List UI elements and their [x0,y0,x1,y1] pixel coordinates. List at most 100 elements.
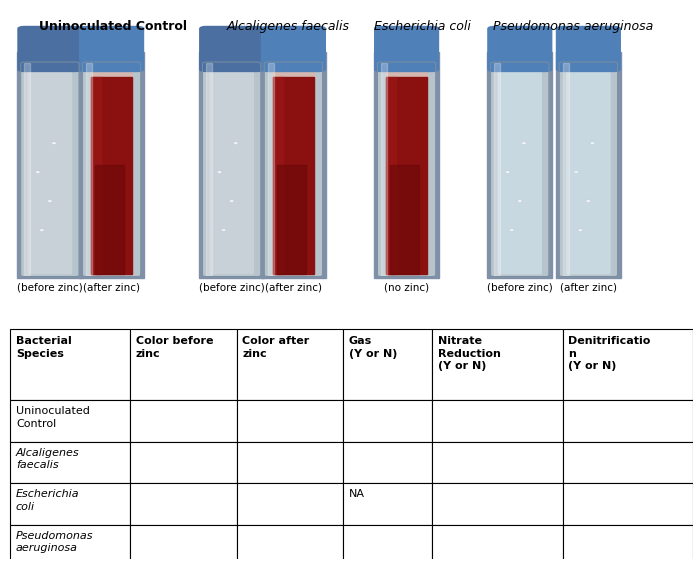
Ellipse shape [52,142,56,145]
Text: Pseudomonas
aeruginosa: Pseudomonas aeruginosa [16,531,93,553]
FancyBboxPatch shape [498,63,542,275]
Ellipse shape [230,199,234,203]
Bar [343,525,433,565]
FancyBboxPatch shape [377,62,435,276]
Ellipse shape [505,171,510,173]
FancyBboxPatch shape [79,26,144,72]
Text: (after zinc): (after zinc) [265,282,322,293]
Bar [556,52,621,278]
Bar [237,401,343,442]
Bar [386,76,396,273]
Bar [92,76,102,273]
Text: Gas
(Y or N): Gas (Y or N) [349,336,397,359]
Bar [199,52,265,278]
Bar [273,76,284,273]
Bar [563,63,569,275]
Text: Color after
zinc: Color after zinc [242,336,309,359]
Bar [563,401,693,442]
Bar [343,442,433,484]
Bar [433,442,563,484]
Text: Escherichia coli: Escherichia coli [374,20,470,33]
Ellipse shape [48,199,52,203]
Text: (after zinc): (after zinc) [560,282,617,293]
FancyBboxPatch shape [559,62,617,276]
Bar [95,165,124,273]
Ellipse shape [233,142,238,145]
Text: Bacterial
Species: Bacterial Species [16,336,71,359]
Bar [433,525,563,565]
FancyBboxPatch shape [209,63,254,275]
FancyBboxPatch shape [374,26,439,72]
Ellipse shape [578,229,582,232]
FancyBboxPatch shape [487,26,552,72]
Bar [130,525,237,565]
Ellipse shape [590,142,595,145]
Bar [273,69,314,81]
Bar [343,484,433,525]
Bar [343,401,433,442]
Bar [10,525,130,565]
FancyBboxPatch shape [566,63,610,275]
FancyBboxPatch shape [27,63,72,275]
FancyBboxPatch shape [18,26,83,72]
Text: (no zinc): (no zinc) [384,282,429,293]
Text: (after zinc): (after zinc) [83,282,140,293]
Bar [273,76,314,273]
Bar [386,69,427,81]
Bar [24,63,30,275]
Bar [267,63,274,275]
Bar [343,329,433,401]
Bar [433,484,563,525]
Bar [261,52,326,278]
Ellipse shape [517,199,522,203]
Bar [433,329,563,401]
Bar [494,63,500,275]
Bar [237,525,343,565]
Bar [92,76,132,273]
Bar [10,442,130,484]
Bar [130,401,237,442]
Bar [433,401,563,442]
Bar [563,329,693,401]
Text: Uninoculated
Control: Uninoculated Control [16,406,90,429]
Text: Uninoculated Control: Uninoculated Control [39,20,188,33]
Bar [10,401,130,442]
Text: Alcaligenes
faecalis: Alcaligenes faecalis [16,448,80,470]
Text: Alcaligenes faecalis: Alcaligenes faecalis [227,20,350,33]
Bar [86,63,92,275]
FancyBboxPatch shape [83,62,141,276]
Ellipse shape [217,171,222,173]
Bar [237,442,343,484]
Text: Escherichia
coli: Escherichia coli [16,489,80,512]
Ellipse shape [35,171,40,173]
FancyBboxPatch shape [556,26,621,72]
Bar [563,442,693,484]
Bar [10,329,130,401]
Bar [277,165,305,273]
Ellipse shape [522,142,526,145]
Bar [386,76,427,273]
Bar [563,525,693,565]
Text: Denitrificatio
n
(Y or N): Denitrificatio n (Y or N) [568,336,650,371]
Bar [391,165,419,273]
Bar [130,442,237,484]
Bar [237,484,343,525]
Bar [381,63,387,275]
FancyBboxPatch shape [202,62,261,276]
Text: (before zinc): (before zinc) [199,282,265,293]
Bar [10,484,130,525]
FancyBboxPatch shape [261,26,326,72]
Bar [374,52,439,278]
Bar [563,484,693,525]
Text: NA: NA [349,489,365,499]
Text: Nitrate
Reduction
(Y or N): Nitrate Reduction (Y or N) [438,336,500,371]
Bar [206,63,212,275]
FancyBboxPatch shape [199,26,265,72]
Ellipse shape [39,229,44,232]
Bar [130,329,237,401]
Ellipse shape [586,199,591,203]
Bar [237,329,343,401]
Bar [130,484,237,525]
Text: (before zinc): (before zinc) [17,282,83,293]
Ellipse shape [221,229,226,232]
